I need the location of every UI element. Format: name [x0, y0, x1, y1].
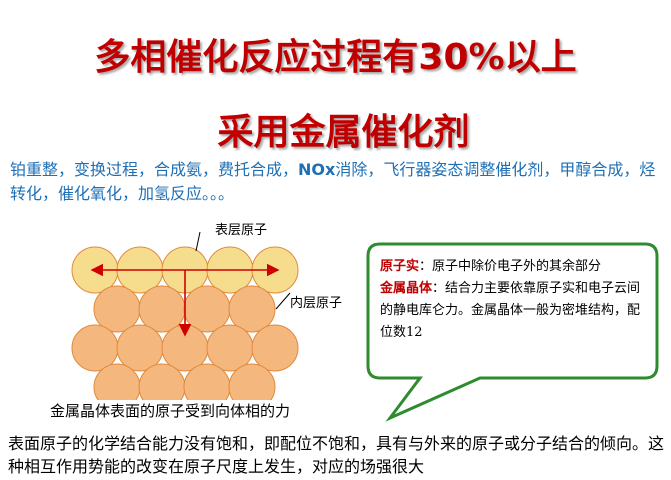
- inner-atom: [228, 363, 276, 400]
- bottom-paragraph: 表面原子的化学结合能力没有饱和，即配位不饱和，具有与外来的原子或分子结合的倾向。…: [8, 434, 665, 476]
- slide-title-line2: 采用金属催化剂: [217, 112, 470, 153]
- atom-packing-diagram: [71, 231, 299, 400]
- inner-leader-line: [275, 292, 291, 310]
- intro-part1: 铂重整，变换过程，合成氨，费托合成，: [10, 160, 299, 179]
- inner-atom: [71, 324, 119, 372]
- intro-part2: 消除，飞行器姿态调整催化剂，甲醇合成，烃转化，催化氧化，加氢反应。。。: [10, 160, 656, 203]
- inner-atom: [116, 324, 164, 372]
- def-atomic-core: ：原子中除价电子外的其余部分: [419, 259, 602, 274]
- inner-atom: [93, 285, 141, 333]
- surface-atom-label: 表层原子: [215, 223, 268, 238]
- inner-atom: [228, 285, 276, 333]
- inner-atom-label: 内层原子: [290, 296, 343, 311]
- slide-title-line1: 多相催化反应过程有30%以上: [94, 37, 577, 78]
- surface-leader-line: [195, 231, 201, 252]
- callout-text: 原子实：原子中除价电子外的其余部分金属晶体：结合力主要依靠原子实和电子云间的静电…: [380, 256, 652, 344]
- term-atomic-core: 原子实: [380, 259, 420, 274]
- intro-nox: NOx: [298, 160, 336, 179]
- definition-callout: [366, 242, 659, 422]
- inner-atom: [206, 324, 254, 372]
- inner-atom: [251, 324, 299, 372]
- inner-atom: [183, 285, 231, 333]
- intro-paragraph: 铂重整，变换过程，合成氨，费托合成，NOx消除，飞行器姿态调整催化剂，甲醇合成，…: [10, 158, 665, 206]
- inner-atom: [138, 285, 186, 333]
- diagram-caption: 金属晶体表面的原子受到向体相的力: [50, 402, 291, 420]
- def-metal-crystal: ：结合力主要依靠原子实和电子云间的静电库仑力。金属晶体一般为密堆结构，配位数12: [380, 281, 641, 340]
- term-metal-crystal: 金属晶体: [380, 281, 433, 296]
